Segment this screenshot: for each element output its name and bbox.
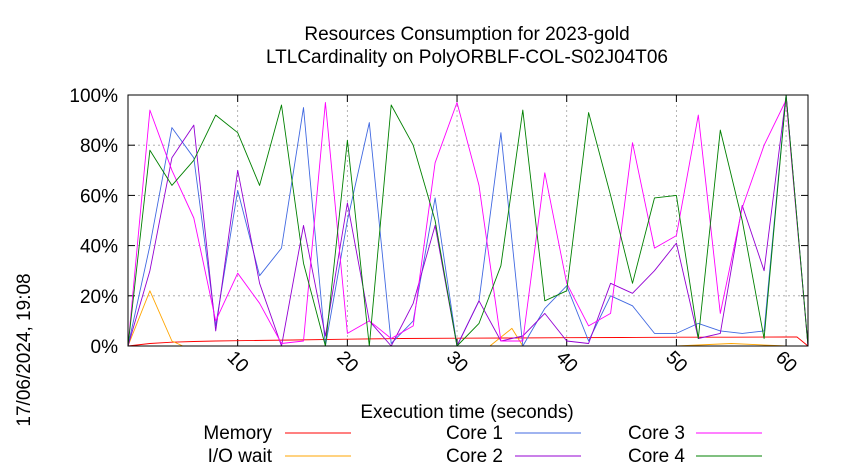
x-tick-label: 30 xyxy=(442,347,472,377)
legend-label: I/O wait xyxy=(208,446,273,467)
series-line xyxy=(127,94,809,347)
legend-label: Core 4 xyxy=(628,446,685,467)
series-line xyxy=(127,336,809,347)
legend-label: Core 1 xyxy=(446,423,503,444)
x-tick-label: 20 xyxy=(332,347,362,377)
y-axis: 0% 20% 40% 60% 80% 100% xyxy=(69,86,808,358)
timestamp-label: 17/06/2024, 19:08 xyxy=(14,273,35,426)
x-tick-label: 60 xyxy=(771,347,801,377)
chart-titles: Resources Consumption for 2023-goldLTLCa… xyxy=(266,24,668,68)
x-tick-label: 50 xyxy=(661,347,691,377)
legend-label: Memory xyxy=(203,423,272,444)
chart-title-line: Resources Consumption for 2023-gold xyxy=(304,24,629,45)
y-tick-label: 100% xyxy=(69,86,118,107)
y-tick-label: 20% xyxy=(80,287,118,308)
y-tick-label: 80% xyxy=(80,136,118,157)
legend-label: Core 2 xyxy=(446,446,503,467)
series-line xyxy=(127,94,809,347)
plot-frame xyxy=(127,94,809,347)
y-tick-label: 0% xyxy=(91,337,119,358)
x-tick-label: 10 xyxy=(223,347,253,377)
x-axis-label: Execution time (seconds) xyxy=(360,402,573,423)
y-tick-label: 60% xyxy=(80,186,118,207)
series-line xyxy=(127,99,809,347)
series-lines xyxy=(127,94,809,347)
series-line xyxy=(127,94,809,347)
y-tick-label: 40% xyxy=(80,237,118,258)
chart-title-line: LTLCardinality on PolyORBLF-COL-S02J04T0… xyxy=(266,47,668,68)
legend-label: Core 3 xyxy=(628,423,685,444)
grid-lines xyxy=(128,95,808,346)
x-tick-label: 40 xyxy=(552,347,582,377)
